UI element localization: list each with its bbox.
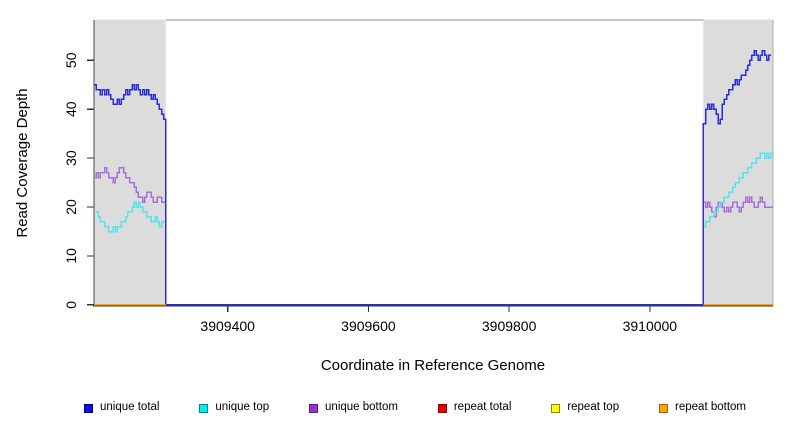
y-tick-label: 10 <box>63 248 79 264</box>
series-layer <box>94 49 773 306</box>
legend-item-unique-bottom: unique bottom <box>309 402 398 414</box>
legend-swatch-repeat-top <box>551 403 561 413</box>
legend-swatch-repeat-bottom <box>659 403 669 413</box>
y-tick-label: 0 <box>63 301 79 309</box>
legend-label-unique-bottom: unique bottom <box>325 401 398 414</box>
legend-label-unique-total: unique total <box>100 401 160 414</box>
series-line-unique-top <box>94 152 773 306</box>
legend-label-unique-top: unique top <box>215 401 270 414</box>
y-tick-label: 50 <box>63 52 79 68</box>
legend-swatch-unique-top <box>199 403 209 413</box>
legend-item-unique-top: unique top <box>199 402 269 414</box>
legend-label-repeat-bottom: repeat bottom <box>675 401 746 414</box>
y-axis-title: Read Coverage Depth <box>14 88 31 237</box>
y-tick-label: 30 <box>63 150 79 166</box>
legend-item-repeat-bottom: repeat bottom <box>659 402 746 414</box>
x-tick-label: 3909600 <box>341 318 396 334</box>
x-tick-label: 3909400 <box>200 318 255 334</box>
legend-label-repeat-total: repeat total <box>453 401 512 414</box>
series-line-unique-bottom <box>94 167 773 306</box>
x-tick-label: 3909800 <box>482 318 537 334</box>
shaded-regions-layer <box>94 19 773 305</box>
legend-label-repeat-top: repeat top <box>567 401 620 414</box>
chart-legend: unique total unique top unique bottom repea… <box>84 400 746 416</box>
legend-swatch-unique-total <box>84 403 93 413</box>
y-tick-label: 40 <box>63 101 79 117</box>
legend-item-repeat-top: repeat top <box>551 402 619 414</box>
legend-item-repeat-total: repeat total <box>437 401 512 414</box>
axis-layer: 3909400 3909600 3909800 3910000 0 10 20 30 40 50 <box>63 52 773 334</box>
series-line-unique-total <box>94 49 771 306</box>
shaded-region <box>703 19 773 305</box>
y-tick-label: 20 <box>63 199 79 215</box>
x-axis-title: Coordinate in Reference Genome <box>321 357 545 374</box>
legend-item-unique-total: unique total <box>84 402 159 414</box>
legend-swatch-unique-bottom <box>309 403 319 413</box>
shaded-region <box>94 19 166 305</box>
plot-box-layer <box>93 19 774 306</box>
legend-swatch-repeat-total <box>437 403 447 413</box>
x-tick-label: 3910000 <box>623 318 678 334</box>
